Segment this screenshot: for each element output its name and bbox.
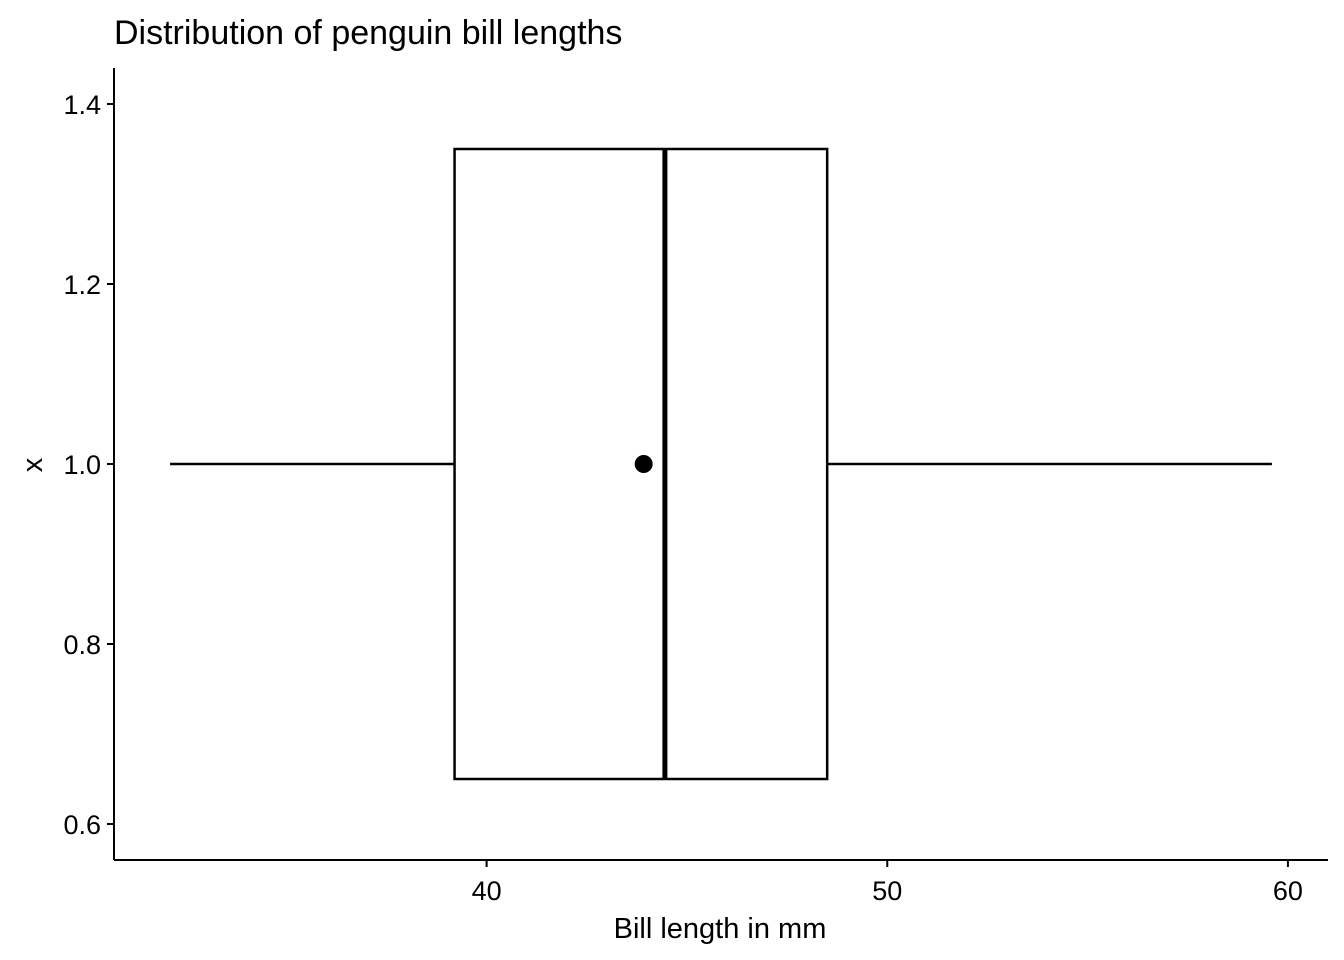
- x-tick-label: 50: [872, 876, 902, 906]
- y-axis-title: x: [17, 457, 49, 472]
- y-tick-label: 1.4: [63, 90, 101, 120]
- x-tick-label: 60: [1273, 876, 1303, 906]
- mean-point: [634, 455, 653, 473]
- y-tick-label: 0.8: [63, 630, 101, 660]
- x-axis-title: Bill length in mm: [614, 913, 827, 945]
- y-tick-label: 0.6: [63, 810, 101, 840]
- y-tick-label: 1.0: [63, 450, 101, 480]
- y-tick-label: 1.2: [63, 270, 101, 300]
- chart-title: Distribution of penguin bill lengths: [114, 14, 622, 52]
- x-tick-label: 40: [472, 876, 502, 906]
